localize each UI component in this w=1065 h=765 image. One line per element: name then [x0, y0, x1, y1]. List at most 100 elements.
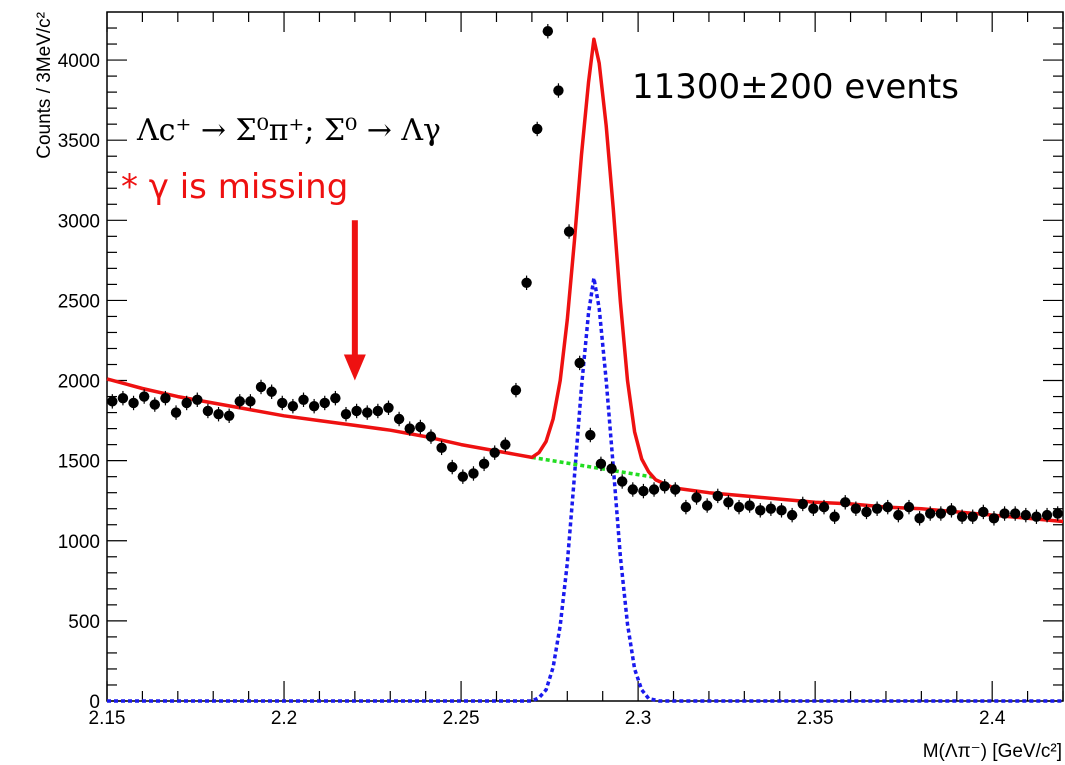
data-point: [638, 485, 649, 497]
data-point: [659, 481, 670, 492]
x-tick-label: 2.2: [271, 708, 297, 729]
data-point: [935, 508, 947, 519]
data-point: [255, 381, 267, 393]
data-point: [138, 391, 150, 402]
data-point: [170, 407, 182, 418]
data-point: [447, 461, 458, 473]
data-point: [234, 396, 245, 407]
x-tick-label: 2.3: [625, 708, 651, 729]
data-point: [829, 511, 840, 522]
x-axis-label: M(Λπ⁻) [GeV/c²]: [923, 741, 1062, 762]
background-curve: [531, 455, 657, 480]
data-point: [308, 400, 320, 412]
data-point: [776, 505, 787, 516]
data-point: [510, 384, 522, 396]
y-tick-label: 4000: [58, 51, 100, 72]
y-tick-label: 500: [68, 612, 100, 633]
data-point: [202, 405, 214, 417]
data-point: [340, 408, 352, 420]
data-point: [765, 503, 777, 514]
y-tick-label: 1500: [58, 452, 100, 473]
data-point: [1041, 509, 1053, 521]
y-tick-label: 0: [89, 692, 100, 713]
data-point: [946, 505, 957, 516]
data-point: [712, 490, 723, 502]
data-point: [925, 508, 936, 519]
data-point: [436, 442, 447, 454]
y-tick-label: 3000: [58, 211, 100, 232]
data-point: [723, 497, 734, 508]
data-point: [245, 396, 256, 407]
data-point: [786, 509, 798, 521]
data-point: [404, 423, 415, 434]
data-point: [1010, 508, 1021, 519]
total-fit-curve: [106, 37, 1064, 524]
data-point: [468, 468, 479, 479]
x-tick-label: 2.4: [979, 708, 1006, 729]
data-point: [755, 505, 766, 516]
data-point: [383, 402, 394, 413]
data-point: [744, 500, 755, 511]
signal-curve: [107, 277, 1063, 703]
data-point: [457, 471, 469, 482]
data-point: [489, 447, 500, 458]
data-point: [128, 397, 139, 409]
data-point: [797, 498, 808, 510]
data-point: [840, 497, 851, 508]
data-point: [893, 509, 904, 521]
y-tick-label: 2000: [58, 372, 100, 393]
data-point: [107, 396, 118, 407]
x-tick-label: 2.15: [89, 708, 126, 729]
data-point: [903, 501, 915, 513]
y-axis-ticks: 0 500 1000 1500 2000 2500 3000 3500 4000: [58, 27, 1063, 713]
data-point: [999, 508, 1010, 519]
data-point: [521, 277, 532, 288]
x-axis-ticks: 2.15 2.2 2.25 2.3 2.35 2.4: [89, 12, 1064, 729]
data-point: [500, 439, 511, 450]
data-point: [160, 392, 171, 404]
data-point: [871, 503, 883, 514]
data-point: [181, 397, 192, 409]
data-point: [478, 458, 490, 470]
arrow-head: [343, 354, 366, 381]
data-point: [978, 506, 989, 518]
data-point: [213, 408, 224, 420]
data-point: [415, 421, 426, 433]
data-point: [956, 511, 968, 522]
data-point: [670, 484, 681, 495]
y-tick-label: 1000: [58, 532, 100, 553]
data-point: [701, 500, 713, 511]
data-point: [266, 386, 277, 397]
data-point: [1031, 511, 1042, 522]
data-point: [298, 394, 309, 405]
y-tick-label: 2500: [58, 291, 100, 312]
data-point: [606, 463, 617, 474]
plot-frame: [106, 11, 1064, 702]
fit-curves: [106, 37, 1064, 703]
data-point: [223, 410, 235, 421]
data-point: [850, 503, 862, 514]
data-point: [861, 506, 872, 518]
data-point: [818, 501, 830, 513]
data-point: [117, 392, 129, 404]
data-point: [149, 399, 160, 410]
data-point: [595, 458, 607, 470]
data-point: [808, 503, 819, 514]
x-tick-label: 2.35: [797, 708, 834, 729]
x-tick-label: 2.25: [443, 708, 480, 729]
data-point: [277, 397, 288, 409]
data-point: [967, 511, 978, 522]
data-point: [362, 407, 373, 418]
data-point: [192, 394, 203, 405]
y-axis-label: Counts / 3MeV/c²: [34, 12, 55, 159]
data-points: [107, 24, 1063, 526]
data-point: [372, 405, 384, 417]
decay-chain-label: Λc⁺ → Σ⁰π⁺; Σ⁰ → Λγ: [136, 113, 441, 148]
data-point: [691, 492, 702, 503]
data-point: [627, 484, 638, 495]
data-point: [542, 26, 554, 37]
data-point: [563, 226, 575, 237]
data-point: [882, 501, 893, 513]
axes: 2.15 2.2 2.25 2.3 2.35 2.4 0 500 1000 1500 2000 25…: [58, 11, 1064, 729]
